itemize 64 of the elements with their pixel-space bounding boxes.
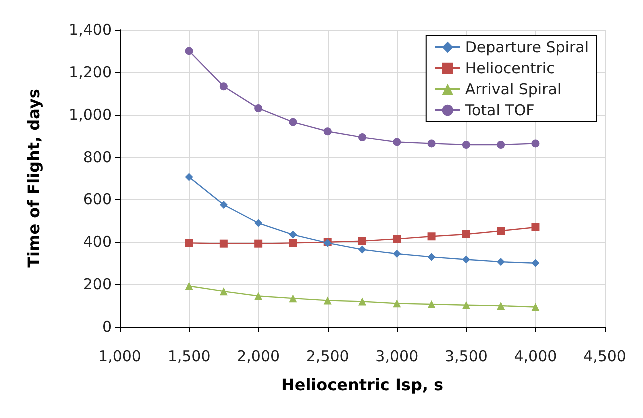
legend-label: Heliocentric	[465, 60, 555, 78]
y-tick-label: 800	[83, 148, 112, 166]
point	[393, 235, 402, 244]
point	[185, 282, 194, 290]
point	[324, 128, 332, 136]
point	[358, 298, 366, 306]
point	[497, 258, 506, 266]
point	[254, 219, 263, 228]
point	[497, 302, 506, 310]
point	[254, 240, 263, 248]
point	[462, 301, 470, 310]
point	[462, 256, 470, 264]
point	[428, 300, 436, 309]
point	[462, 140, 470, 149]
point	[497, 227, 506, 236]
point	[532, 259, 540, 268]
point	[358, 246, 366, 254]
y-tick-label: 1,200	[69, 63, 112, 82]
point	[220, 82, 228, 91]
point	[532, 303, 540, 312]
x-tick-label: 4,000	[514, 348, 558, 366]
point	[428, 232, 436, 241]
legend-label: Departure Spiral	[465, 38, 590, 56]
point	[324, 296, 332, 305]
x-tick-label: 1,500	[168, 348, 211, 366]
y-tick-label: 400	[83, 233, 112, 252]
point	[532, 140, 540, 148]
point	[289, 118, 298, 126]
point	[289, 239, 298, 248]
x-axis-title: Heliocentric Isp, s	[281, 376, 444, 394]
point	[289, 294, 298, 303]
point	[358, 134, 366, 142]
point	[393, 138, 402, 146]
y-tick-label: 600	[83, 190, 112, 209]
point	[289, 230, 298, 239]
point	[358, 237, 366, 246]
point	[185, 239, 194, 248]
point	[532, 224, 540, 232]
point	[220, 201, 228, 210]
point	[393, 250, 402, 258]
y-tick-label: 0	[102, 318, 112, 336]
point	[428, 140, 436, 148]
x-tick-label: 1,000	[98, 348, 142, 366]
point	[185, 173, 194, 182]
point	[220, 288, 228, 296]
y-tick-label: 200	[83, 276, 112, 294]
point	[220, 240, 228, 248]
y-axis-title: Time of Flight, days	[24, 89, 44, 268]
point	[497, 140, 506, 149]
point	[185, 47, 194, 56]
x-tick-label: 4,500	[584, 348, 626, 366]
point	[462, 230, 470, 239]
x-tick-label: 2,000	[237, 348, 280, 366]
y-tick-label: 1,000	[69, 106, 112, 124]
point	[428, 253, 436, 262]
x-tick-label: 3,000	[376, 348, 419, 366]
legend-label: Arrival Spiral	[465, 80, 562, 98]
point	[393, 300, 402, 308]
legend-label: Total TOF	[464, 102, 535, 120]
x-tick-label: 2,500	[306, 348, 350, 366]
y-tick-label: 1,400	[69, 21, 112, 39]
point	[254, 104, 263, 112]
point	[254, 292, 263, 300]
x-tick-label: 3,500	[444, 348, 488, 366]
